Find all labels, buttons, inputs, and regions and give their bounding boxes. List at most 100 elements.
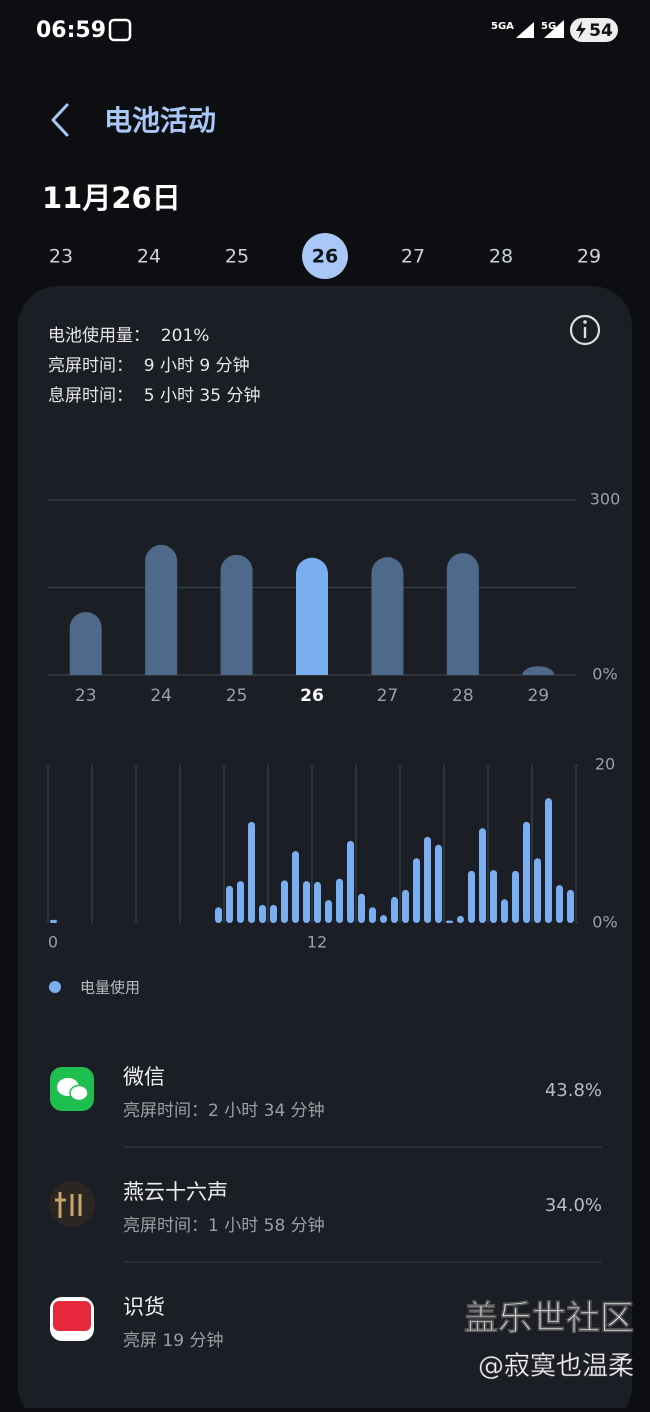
battery-level: 54 <box>589 21 613 41</box>
hourly-chart: 0 12 0% 20 电量使用 <box>47 755 618 997</box>
legend-label: 电量使用 <box>80 979 140 997</box>
bar <box>248 821 255 923</box>
bar <box>226 885 233 923</box>
y-tick-label: 0% <box>592 665 617 684</box>
day-label[interactable]: 28 <box>489 246 513 268</box>
day-label[interactable]: 27 <box>401 246 425 268</box>
x-tick-label: 29 <box>527 686 549 706</box>
app-icon <box>55 1192 82 1218</box>
app-name: 燕云十六声 <box>123 1180 228 1204</box>
legend-marker <box>49 981 61 993</box>
bar <box>424 836 431 923</box>
day-label[interactable]: 25 <box>225 246 249 268</box>
x-tick-label: 0 <box>48 933 58 952</box>
x-tick-label: 25 <box>226 686 248 706</box>
bar <box>347 840 354 923</box>
app-name: 微信 <box>123 1065 165 1089</box>
bar <box>281 880 288 923</box>
app-name: 识货 <box>123 1295 165 1319</box>
app-icon <box>53 1301 91 1331</box>
x-tick-label: 12 <box>307 933 327 952</box>
bar <box>369 907 376 923</box>
x-tick-label: 27 <box>377 686 399 706</box>
info-icon <box>583 320 587 324</box>
bar <box>556 885 563 923</box>
bar <box>446 553 479 675</box>
bar <box>296 557 328 675</box>
bar <box>435 844 442 923</box>
bar <box>457 915 464 923</box>
page-title: 电池活动 <box>104 104 216 137</box>
network-label: 5G <box>541 21 556 32</box>
bar <box>534 858 541 923</box>
watermark-user: @寂寞也温柔 <box>478 1352 634 1382</box>
bar <box>215 907 222 923</box>
day-label[interactable]: 23 <box>49 246 73 268</box>
bar <box>292 851 299 923</box>
bar <box>523 821 530 923</box>
summary-line: 电池使用量： 201% <box>48 325 209 346</box>
app-detail: 亮屏时间：1 小时 58 分钟 <box>123 1216 325 1236</box>
bar <box>50 919 57 923</box>
y-tick-label: 20 <box>595 755 615 774</box>
day-label[interactable]: 26 <box>312 246 338 268</box>
y-tick-label: 0% <box>592 913 617 932</box>
bar <box>69 612 102 675</box>
x-tick-label: 28 <box>452 686 474 706</box>
bar <box>402 889 409 923</box>
daily-chart: 0% 300 23 24 25 26 27 28 29 <box>48 490 621 706</box>
date-title: 11月26日 <box>42 181 181 215</box>
app-detail: 亮屏时间：2 小时 34 分钟 <box>123 1101 325 1121</box>
info-button[interactable] <box>569 314 601 346</box>
bar <box>413 858 420 923</box>
bar <box>446 920 453 923</box>
back-button[interactable] <box>51 103 69 137</box>
bar <box>545 798 552 923</box>
x-tick-label: 26 <box>300 686 324 706</box>
bar <box>220 554 253 675</box>
info-icon[interactable] <box>569 314 601 346</box>
card <box>18 286 632 1412</box>
app-icon <box>69 1084 89 1102</box>
watermark: 盖乐世社区 @寂寞也温柔 <box>464 1298 635 1382</box>
app-percent: 43.8% <box>545 1080 602 1101</box>
bar <box>259 904 266 923</box>
signal-icon <box>544 20 564 38</box>
status-time: 06:59 <box>36 18 106 43</box>
day-picker: 23 24 25 26 27 28 29 <box>49 233 601 279</box>
bar <box>303 881 310 923</box>
bar <box>501 899 508 923</box>
app-detail: 亮屏 19 分钟 <box>123 1331 223 1351</box>
app-percent: 34.0% <box>545 1195 602 1216</box>
y-tick-label: 300 <box>590 490 621 509</box>
bar <box>358 893 365 923</box>
bar <box>270 904 277 923</box>
day-label[interactable]: 29 <box>577 246 601 268</box>
charging-icon <box>576 21 586 39</box>
bar <box>237 881 244 923</box>
bar <box>391 896 398 923</box>
x-tick-label: 23 <box>75 686 97 706</box>
battery-icon <box>570 18 618 42</box>
x-tick-label: 24 <box>150 686 172 706</box>
bar <box>522 666 555 675</box>
summary-line: 息屏时间： 5 小时 35 分钟 <box>48 386 260 406</box>
bar <box>479 828 486 923</box>
bar <box>567 889 574 923</box>
bar <box>468 870 475 923</box>
bar <box>145 544 178 675</box>
bar <box>325 900 332 923</box>
signal-icon <box>516 22 534 38</box>
bar <box>314 881 321 923</box>
screenshot-icon <box>108 18 132 42</box>
day-selected <box>302 233 348 279</box>
network-label: 5GA <box>491 21 514 32</box>
summary-line: 亮屏时间： 9 小时 9 分钟 <box>48 356 250 376</box>
day-label[interactable]: 24 <box>137 246 161 268</box>
